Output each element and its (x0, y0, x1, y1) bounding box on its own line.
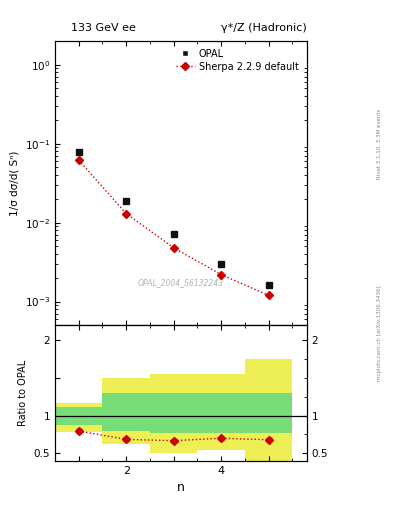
Text: mcplots.cern.ch [arXiv:1306.3436]: mcplots.cern.ch [arXiv:1306.3436] (377, 285, 382, 380)
Bar (197, 374, 245, 450)
Bar (55, 407, 103, 425)
Text: Rivet 3.1.10, 3.3M events: Rivet 3.1.10, 3.3M events (377, 108, 382, 179)
Bar (103, 393, 150, 431)
Bar (245, 393, 292, 433)
Bar (55, 403, 103, 432)
Bar (150, 393, 197, 433)
Bar (245, 359, 292, 462)
Bar (197, 393, 245, 433)
Text: OPAL_2004_S6132243: OPAL_2004_S6132243 (138, 278, 224, 287)
Text: γ*/Z (Hadronic): γ*/Z (Hadronic) (221, 23, 307, 33)
X-axis label: n: n (177, 481, 185, 494)
Text: 133 GeV ee: 133 GeV ee (71, 23, 136, 33)
Y-axis label: 1/σ dσ/d( Sⁿ): 1/σ dσ/d( Sⁿ) (9, 151, 19, 216)
Bar (103, 378, 150, 444)
Y-axis label: Ratio to OPAL: Ratio to OPAL (18, 360, 28, 426)
Bar (150, 374, 197, 453)
Legend: OPAL, Sherpa 2.2.9 default: OPAL, Sherpa 2.2.9 default (173, 46, 302, 75)
